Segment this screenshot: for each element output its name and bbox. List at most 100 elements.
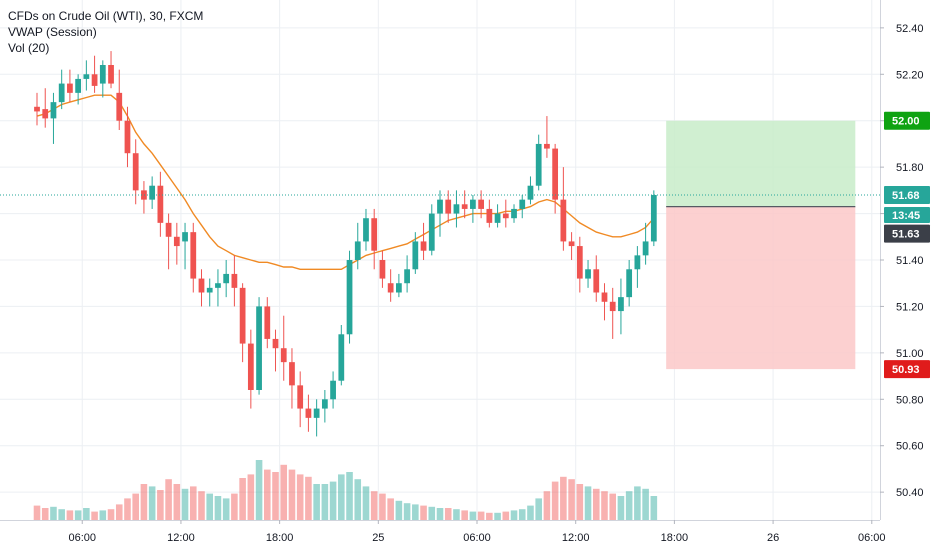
volume-bar — [535, 498, 542, 520]
legend-volume[interactable]: Vol (20) — [8, 41, 50, 55]
candle-body — [568, 241, 575, 247]
candle-body — [330, 380, 336, 400]
volume-bar — [107, 509, 115, 520]
candle — [67, 69, 73, 103]
target-price-label-bg — [884, 111, 930, 130]
x-tick-label: 12:00 — [562, 532, 590, 544]
last-price-label-text: 51.68 — [892, 190, 920, 202]
candle — [99, 60, 106, 98]
volume-bar — [412, 504, 419, 520]
candle — [91, 55, 98, 93]
candle-body — [272, 338, 279, 349]
candle — [379, 250, 386, 288]
candle — [108, 51, 114, 89]
volume-bar — [625, 491, 633, 520]
legend-vwap[interactable]: VWAP (Session) — [8, 25, 97, 39]
candle-body — [124, 120, 131, 154]
candle — [124, 106, 131, 168]
volume-bar — [461, 510, 468, 520]
candle — [502, 199, 509, 228]
candle — [650, 190, 657, 247]
stop-price-label-text: 50.93 — [892, 364, 920, 376]
candle — [634, 246, 641, 288]
candle — [626, 260, 633, 307]
volume-bar — [173, 484, 181, 520]
y-tick-label: 51.00 — [896, 348, 924, 360]
volume-bar — [444, 508, 452, 520]
candle — [387, 269, 394, 302]
volume-bar — [206, 493, 214, 520]
volume-bar — [346, 472, 353, 520]
candle — [642, 222, 649, 265]
candle-body — [321, 399, 328, 409]
candle — [511, 204, 517, 223]
candle — [157, 171, 164, 237]
candle-body — [519, 199, 526, 209]
y-tick-label: 52.40 — [896, 23, 924, 35]
volume-bar — [83, 508, 90, 520]
x-tick-label: 25 — [372, 532, 384, 544]
volume-bar — [50, 506, 57, 520]
candle — [297, 371, 304, 428]
candle — [412, 232, 419, 274]
candle-body — [486, 208, 493, 223]
x-tick-label: 26 — [767, 532, 779, 544]
candle — [544, 116, 550, 158]
candle — [618, 278, 624, 335]
candle-body — [593, 269, 600, 293]
candle — [141, 181, 147, 214]
volume-bar — [321, 484, 329, 520]
candle — [34, 92, 40, 126]
volume-bar — [91, 511, 98, 520]
volume-bar — [387, 498, 394, 520]
y-tick-label: 50.80 — [896, 394, 924, 406]
candle-body — [83, 74, 90, 79]
volume-bar — [329, 481, 337, 520]
volume-bar — [420, 505, 427, 520]
y-tick-label: 51.40 — [896, 255, 924, 267]
volume-bar — [115, 504, 123, 520]
volume-bar — [477, 511, 485, 520]
target-price-label-text: 52.00 — [892, 116, 920, 128]
candle — [371, 208, 378, 270]
candle — [305, 394, 312, 432]
candle-body — [280, 348, 287, 363]
long-position-tool[interactable] — [666, 120, 856, 370]
volume-bar — [576, 484, 584, 520]
candle — [527, 176, 534, 205]
volume-bar — [609, 493, 616, 520]
candle-body — [338, 334, 345, 381]
bar-countdown-label-text: 13:45 — [892, 210, 920, 222]
candle-body — [634, 255, 641, 270]
candle — [132, 139, 139, 205]
candle-body — [231, 273, 238, 288]
y-tick-label: 51.20 — [896, 301, 924, 313]
candle — [165, 213, 172, 270]
loss-zone — [666, 206, 856, 370]
candle-body — [412, 241, 419, 270]
candle-body — [149, 185, 156, 200]
candle — [519, 195, 526, 219]
candle — [272, 329, 279, 372]
legend-symbol[interactable]: CFDs on Crude Oil (WTI), 30, FXCM — [8, 9, 204, 23]
y-tick-label: 51.80 — [896, 162, 924, 174]
candle-body — [190, 232, 197, 279]
candle-body — [206, 287, 213, 293]
volume-bar — [58, 509, 65, 520]
candle — [83, 60, 90, 91]
candle — [247, 329, 254, 409]
volume-bar — [247, 474, 255, 520]
x-tick-label: 06:00 — [858, 532, 886, 544]
y-tick-label: 50.40 — [896, 487, 924, 499]
candle — [593, 255, 600, 302]
candle-body — [289, 362, 295, 386]
candle-body — [198, 278, 205, 293]
candle-body — [445, 199, 452, 214]
candle-body — [42, 109, 49, 119]
volume-bar — [527, 505, 534, 520]
candle-body — [642, 241, 649, 256]
candle-body — [223, 273, 230, 284]
candle-body — [67, 83, 73, 93]
volume-bar — [469, 511, 477, 520]
